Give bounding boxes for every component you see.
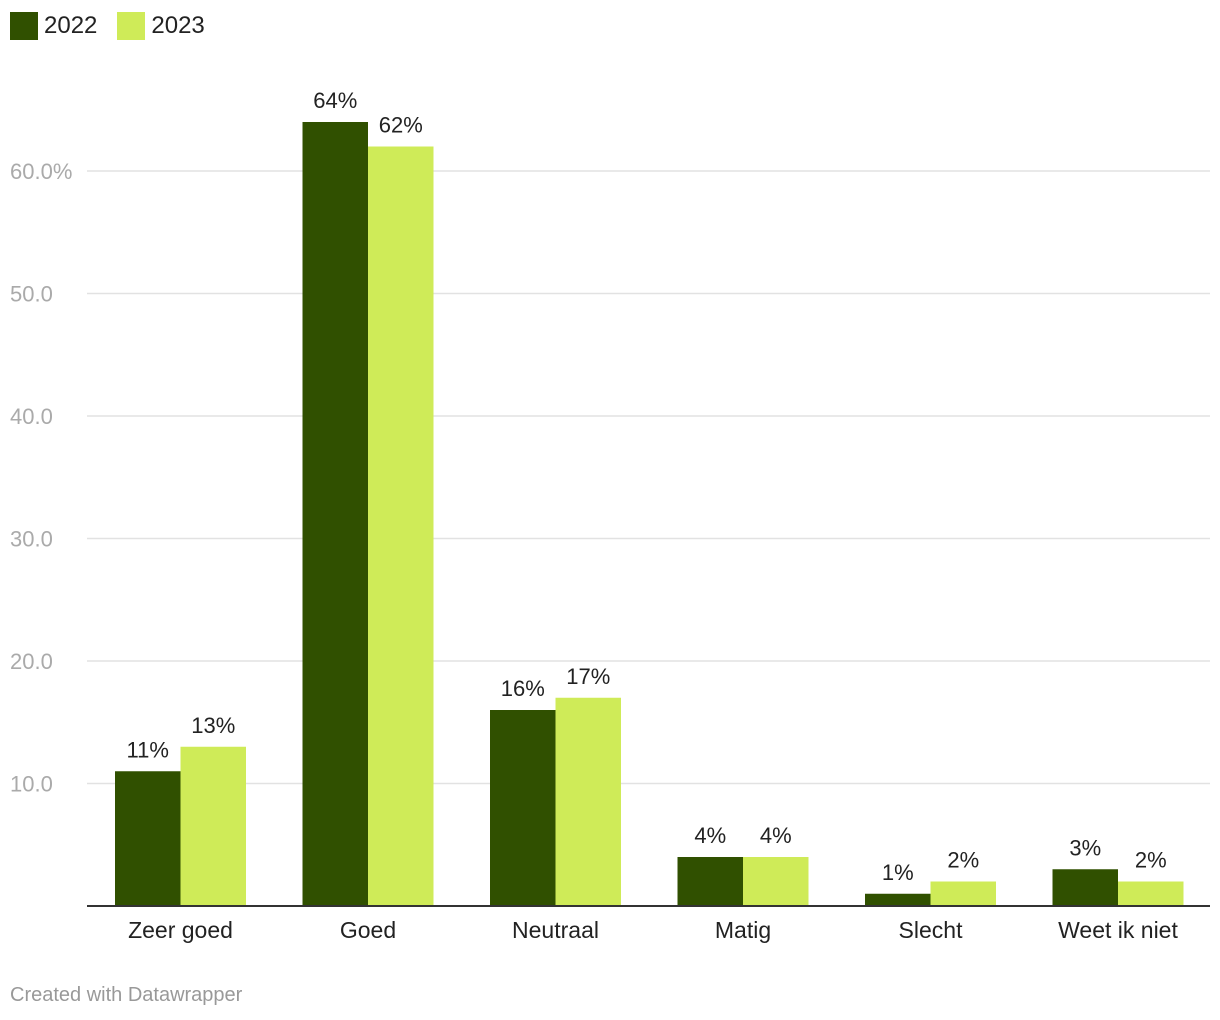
legend-label: 2022 — [44, 12, 98, 39]
bar-2023-2 — [555, 697, 621, 906]
x-tick-label: Zeer goed — [128, 917, 233, 943]
y-tick-label: 10.0 — [10, 772, 53, 797]
data-label: 1% — [882, 860, 914, 885]
y-tick-label: 50.0 — [10, 282, 53, 307]
y-tick-label: 40.0 — [10, 404, 53, 429]
y-tick-label: 60.0% — [10, 159, 72, 184]
data-label: 64% — [313, 88, 357, 113]
bar-2023-1 — [368, 146, 434, 906]
x-tick-label: Slecht — [899, 917, 964, 943]
y-tick-label: 20.0 — [10, 649, 53, 674]
x-tick-label: Goed — [340, 917, 396, 943]
bar-2022-0 — [115, 771, 181, 906]
data-label: 2% — [947, 848, 979, 873]
data-label: 16% — [501, 676, 545, 701]
legend-swatch — [117, 12, 146, 40]
data-label: 4% — [694, 823, 726, 848]
data-label: 4% — [760, 823, 792, 848]
data-label: 11% — [127, 737, 169, 762]
data-label: 17% — [566, 664, 610, 689]
bar-2023-5 — [1118, 881, 1184, 906]
x-tick-label: Neutraal — [512, 917, 599, 943]
legend-label: 2023 — [151, 12, 205, 39]
bar-2022-3 — [677, 857, 743, 906]
legend-item-2023: 2023 — [117, 12, 205, 40]
bar-2023-0 — [180, 746, 246, 906]
data-label: 3% — [1069, 835, 1101, 860]
chart-legend: 2022 2023 — [10, 12, 225, 40]
data-label: 2% — [1135, 848, 1167, 873]
bar-2022-4 — [865, 893, 931, 906]
data-label: 62% — [379, 113, 423, 138]
bar-2022-2 — [490, 710, 556, 906]
bar-2023-3 — [743, 857, 809, 906]
legend-item-2022: 2022 — [10, 12, 97, 40]
bar-2022-5 — [1052, 869, 1118, 906]
bar-2023-4 — [930, 881, 996, 906]
bar-chart: 10.0 20.0 30.0 40.0 50.0 60.0% 11% 13% Zeer goed… — [10, 88, 1210, 943]
y-tick-label: 30.0 — [10, 527, 53, 552]
x-tick-label: Weet ik niet — [1058, 917, 1178, 943]
data-label: 13% — [191, 713, 235, 738]
bar-2022-1 — [302, 122, 368, 906]
legend-swatch — [10, 12, 38, 40]
x-tick-label: Matig — [715, 917, 771, 943]
credit-text: Created with Datawrapper — [10, 984, 243, 1006]
